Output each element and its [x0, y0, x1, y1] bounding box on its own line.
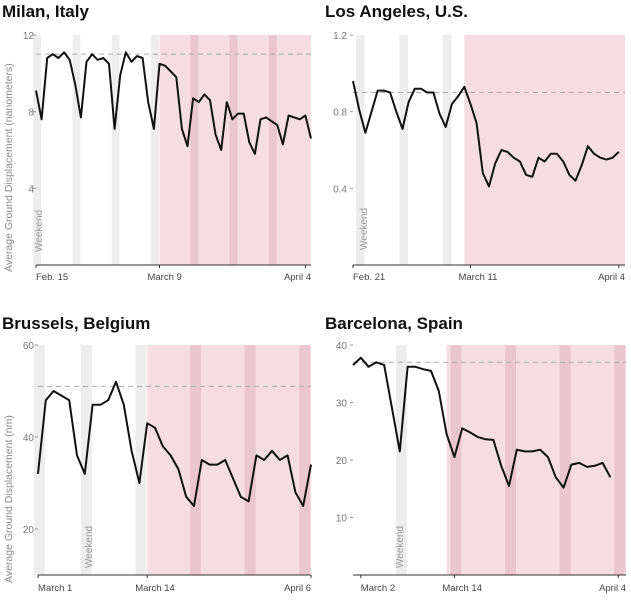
- lockdown-period-shading: [464, 35, 625, 265]
- displacement-series-line: [352, 356, 612, 489]
- y-tick-label: 30: [336, 399, 348, 410]
- weekend-band: [190, 35, 199, 265]
- chart-plot: 0.4 0.8 1.2 Feb. 21 March 11 April 4 Weekend: [333, 31, 625, 283]
- y-tick-label: 40: [23, 433, 35, 444]
- x-tick-label: Feb. 15: [36, 272, 68, 283]
- x-tick-label: March 14: [135, 583, 175, 594]
- displacement-series-line: [35, 51, 312, 155]
- weekend-band: [442, 35, 452, 265]
- x-tick-label: March 2: [361, 583, 395, 594]
- chart-plot: 4 8 12 Feb. 15 March 9 April 4 Weekend: [23, 31, 312, 283]
- weekend-label: Weekend: [395, 526, 406, 568]
- chart-plot: 20 40 60 March 1 March 14 April 6 Weekend: [23, 341, 312, 594]
- weekend-band: [111, 35, 120, 265]
- weekend-label: Weekend: [34, 210, 45, 252]
- y-tick-label: 4: [28, 184, 34, 195]
- displacement-series-line: [37, 380, 312, 507]
- weekend-band: [299, 345, 311, 575]
- lockdown-period-shading: [446, 345, 626, 575]
- weekend-band: [72, 35, 81, 265]
- x-tick-label: March 1: [38, 583, 72, 594]
- y-tick-label: 1.2: [333, 31, 347, 42]
- lockdown-period-shading: [147, 345, 311, 575]
- weekend-band: [559, 345, 571, 575]
- weekend-band: [135, 345, 147, 575]
- y-tick-label: 0.4: [333, 184, 347, 195]
- x-tick-label: April 4: [598, 272, 625, 283]
- weekend-band: [151, 35, 159, 265]
- weekend-band: [356, 35, 365, 265]
- x-tick-label: April 4: [284, 272, 311, 283]
- y-tick-label: 20: [336, 456, 348, 467]
- x-tick-label: Feb. 21: [353, 272, 385, 283]
- panel-milan: Milan, Italy Average Ground Displacement…: [0, 0, 315, 300]
- panel-brussels: Brussels, Belgium Average Ground Displac…: [0, 310, 315, 600]
- chart-title: Milan, Italy: [2, 2, 89, 21]
- weekend-band: [395, 345, 407, 575]
- weekend-band: [229, 35, 238, 265]
- weekend-band: [244, 345, 256, 575]
- x-tick-label: March 11: [458, 272, 497, 283]
- weekend-band: [505, 345, 517, 575]
- chart-title: Barcelona, Spain: [325, 314, 463, 333]
- weekend-band: [614, 345, 626, 575]
- panel-barcelona: Barcelona, Spain 10 20 30 40 March 2 March 14…: [315, 310, 631, 600]
- y-tick-label: 20: [23, 525, 35, 536]
- weekend-band: [268, 35, 277, 265]
- weekend-band: [190, 345, 202, 575]
- x-tick-label: April 4: [599, 583, 626, 594]
- x-tick-label: March 9: [147, 272, 181, 283]
- y-tick-label: 10: [336, 514, 348, 525]
- weekend-band: [399, 35, 409, 265]
- chart-plot: 10 20 30 40 March 2 March 14 April 4 Weekend: [336, 341, 626, 594]
- x-tick-label: March 14: [442, 583, 482, 594]
- x-tick-label: April 6: [284, 583, 311, 594]
- chart-title: Los Angeles, U.S.: [325, 2, 468, 21]
- chart-title: Brussels, Belgium: [2, 314, 151, 333]
- displacement-series-line: [352, 80, 620, 188]
- weekend-band: [33, 35, 42, 265]
- panel-los-angeles: Los Angeles, U.S. 0.4 0.8 1.2 Feb. 21 March …: [315, 0, 631, 300]
- y-tick-label: 8: [28, 108, 34, 119]
- y-tick-label: 0.8: [333, 108, 347, 119]
- weekend-band: [450, 345, 462, 575]
- weekend-label: Weekend: [84, 526, 95, 568]
- y-tick-label: 40: [336, 341, 348, 352]
- weekend-label: Weekend: [359, 208, 370, 250]
- y-tick-label: 60: [23, 341, 35, 352]
- y-tick-label: 12: [23, 31, 35, 42]
